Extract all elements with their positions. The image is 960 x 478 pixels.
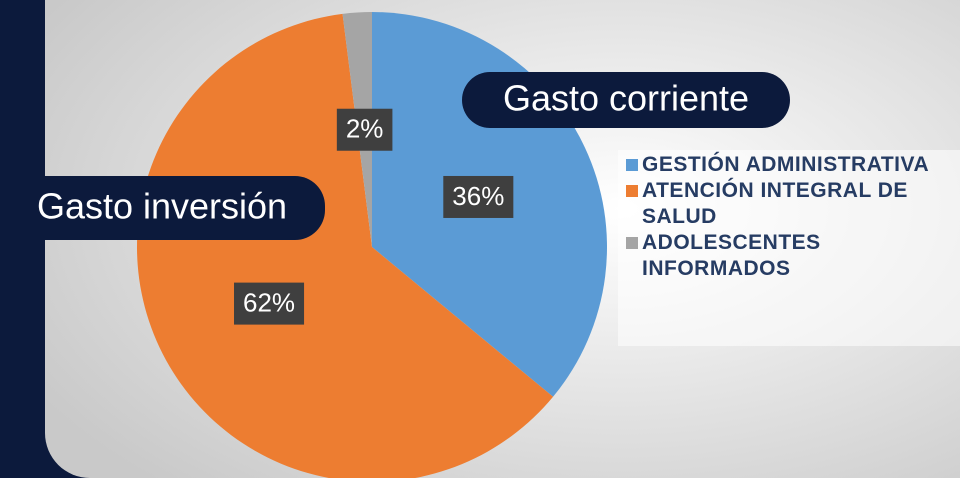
data-label-box — [443, 175, 514, 218]
legend-label: ATENCIÓN INTEGRAL DE SALUD — [642, 179, 908, 228]
legend-entry: ATENCIÓN INTEGRAL DE SALUD — [626, 178, 952, 230]
legend-swatch — [626, 185, 638, 197]
legend: GESTIÓN ADMINISTRATIVA ATENCIÓN INTEGRAL … — [618, 150, 960, 346]
legend-label: ADOLESCENTES INFORMADOS — [642, 231, 821, 280]
annotation: Gasto inversión — [37, 186, 287, 227]
slice — [137, 13, 554, 478]
legend-label: GESTIÓN ADMINISTRATIVA — [642, 153, 930, 176]
annotation-pill — [462, 72, 790, 128]
data-label: 62% — [243, 287, 295, 317]
data-label-box — [336, 108, 393, 151]
annotation-pill — [0, 176, 325, 240]
legend-swatch — [626, 159, 638, 171]
legend-swatch — [626, 237, 638, 249]
data-label-box — [234, 282, 305, 325]
data-label: 36% — [452, 181, 504, 211]
legend-entry: ADOLESCENTES INFORMADOS — [626, 230, 952, 282]
data-label: 2% — [346, 114, 384, 144]
legend-entry: GESTIÓN ADMINISTRATIVA — [626, 152, 952, 178]
annotation: Gasto corriente — [503, 78, 749, 119]
